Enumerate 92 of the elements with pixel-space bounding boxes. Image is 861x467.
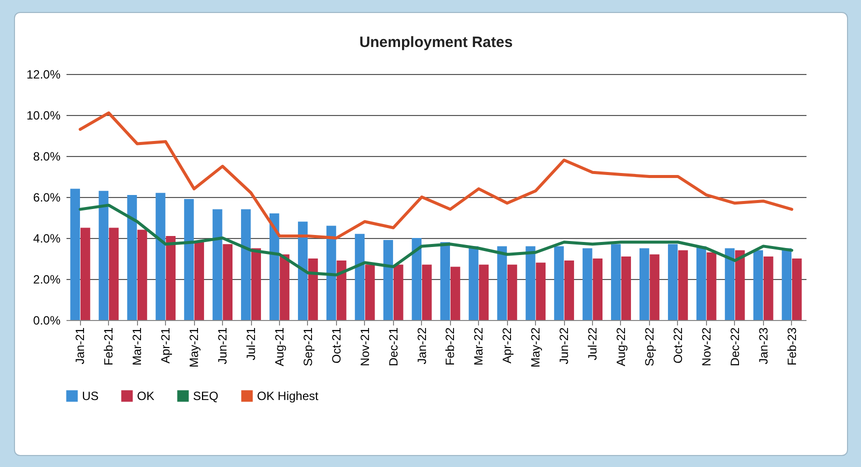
bar xyxy=(422,264,432,320)
x-tick-label: Apr-22 xyxy=(500,327,514,364)
x-tick-label: Dec-21 xyxy=(386,327,400,366)
x-tick-label: Nov-22 xyxy=(699,327,714,366)
bar xyxy=(678,250,688,320)
legend-label: SEQ xyxy=(193,389,218,403)
bar xyxy=(592,258,602,320)
bar xyxy=(668,244,678,320)
x-tick-label: Oct-22 xyxy=(670,327,685,364)
bar xyxy=(640,248,650,320)
bar xyxy=(582,248,592,320)
bar xyxy=(137,230,148,320)
bar xyxy=(394,264,404,320)
bar xyxy=(166,236,176,320)
bar xyxy=(526,246,536,320)
bar xyxy=(156,192,166,320)
bar xyxy=(650,254,660,320)
bar xyxy=(326,226,336,320)
bar xyxy=(80,228,90,320)
bar xyxy=(280,254,290,320)
x-tick-label: Oct-21 xyxy=(329,327,344,364)
x-tick-label: May-21 xyxy=(187,327,202,368)
y-tick-label: 10.0% xyxy=(26,108,61,122)
bar xyxy=(184,199,194,320)
x-tick-label: May-22 xyxy=(528,327,543,368)
bar xyxy=(251,248,261,320)
bar xyxy=(127,194,137,320)
bar xyxy=(696,246,706,320)
bar xyxy=(270,213,280,320)
x-tick-label: Feb-22 xyxy=(443,327,458,366)
legend-label: OK Highest xyxy=(257,389,320,403)
x-tick-label: Feb-21 xyxy=(102,327,116,366)
y-tick-label: 12.0% xyxy=(26,68,61,82)
bar xyxy=(536,262,546,320)
legend-label: OK xyxy=(137,389,154,403)
bar xyxy=(308,258,318,320)
bar xyxy=(735,250,745,320)
bar xyxy=(298,222,308,320)
x-tick-label: Feb-23 xyxy=(784,327,799,366)
bar xyxy=(450,266,460,320)
bar xyxy=(412,238,422,320)
bar xyxy=(497,246,507,320)
line-series xyxy=(78,204,794,276)
bar xyxy=(564,260,574,320)
bar xyxy=(70,188,80,320)
bar xyxy=(706,252,716,320)
chart-title: Unemployment Rates xyxy=(359,34,513,51)
x-tick-label: Jul-22 xyxy=(586,327,600,360)
x-tick-label: Jul-21 xyxy=(244,327,258,360)
bar xyxy=(354,234,365,320)
bar xyxy=(468,246,478,320)
bar xyxy=(611,244,621,320)
y-tick-label: 2.0% xyxy=(33,272,61,286)
x-tick-label: Jun-22 xyxy=(557,327,572,364)
x-tick-label: Dec-22 xyxy=(728,327,742,366)
x-tick-label: Jan-21 xyxy=(73,327,88,364)
x-tick-label: Nov-21 xyxy=(358,327,372,366)
bar xyxy=(222,244,232,320)
y-tick-label: 8.0% xyxy=(33,150,61,164)
bar xyxy=(792,258,802,320)
bar xyxy=(108,228,119,320)
y-tick-label: 4.0% xyxy=(33,232,61,246)
bar xyxy=(336,260,346,320)
x-tick-label: Apr-21 xyxy=(158,327,173,364)
x-tick-label: Aug-22 xyxy=(614,327,628,366)
bar xyxy=(507,264,518,320)
bar xyxy=(478,264,489,320)
bar xyxy=(554,246,564,320)
x-tick-label: Mar-22 xyxy=(472,327,486,366)
bar xyxy=(241,209,251,320)
bar xyxy=(383,240,394,320)
bar xyxy=(764,256,774,320)
legend-label: US xyxy=(82,389,99,403)
x-tick-label: Jan-22 xyxy=(414,327,429,364)
bar xyxy=(440,242,450,320)
bar xyxy=(621,256,631,320)
x-tick-label: Aug-21 xyxy=(272,327,286,366)
x-tick-label: Jan-23 xyxy=(756,327,770,364)
x-tick-label: Sep-22 xyxy=(642,327,656,366)
bar xyxy=(212,209,222,320)
x-tick-label: Sep-21 xyxy=(300,327,315,366)
y-tick-label: 6.0% xyxy=(33,190,61,204)
x-tick-label: Jun-21 xyxy=(216,327,230,364)
line-series xyxy=(78,111,794,240)
bar xyxy=(724,248,735,320)
bar xyxy=(98,190,108,320)
bar xyxy=(753,250,764,320)
bar xyxy=(194,242,204,320)
bar xyxy=(365,264,375,320)
bar xyxy=(782,248,792,320)
y-tick-label: 0.0% xyxy=(33,314,61,328)
x-tick-label: Mar-21 xyxy=(130,327,144,366)
